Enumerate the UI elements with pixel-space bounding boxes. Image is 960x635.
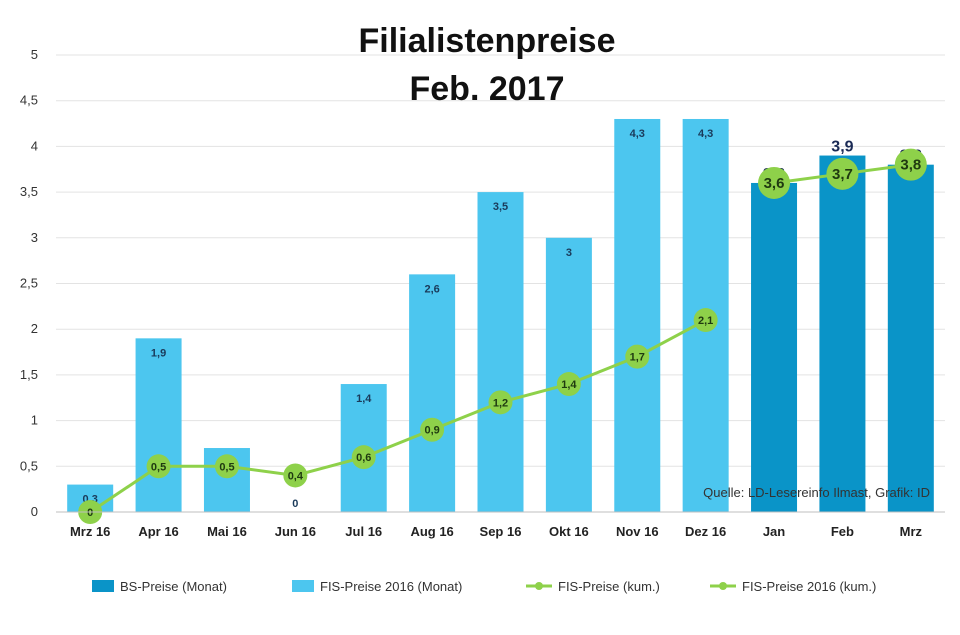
line-data-label: 1,7 xyxy=(630,352,645,364)
bar xyxy=(751,182,798,512)
line-point xyxy=(826,157,859,190)
legend-marker xyxy=(535,582,543,590)
x-axis: Mrz 16 Apr 16 Mai 16 Jun 16 Jul 16 Aug 16 Sep … xyxy=(56,511,945,539)
x-tick-label: Jun 16 xyxy=(275,524,316,539)
y-tick-label: 0,5 xyxy=(20,458,38,473)
line-data-label: 0,5 xyxy=(219,461,234,473)
bar-data-label: 1,4 xyxy=(356,393,372,405)
y-axis: 0 0,5 1 1,5 2 2,5 3 3,5 4 4,5 5 xyxy=(20,47,38,519)
line-data-label: 0,6 xyxy=(356,452,371,464)
bar-data-label: 4,3 xyxy=(630,128,645,140)
line-data-label: 3,7 xyxy=(832,166,853,183)
line-point xyxy=(693,308,718,333)
line-point xyxy=(351,445,376,470)
x-tick-label: Mrz 16 xyxy=(70,524,110,539)
chart-title-line1: Filialistenpreise xyxy=(359,22,616,60)
source-note: Quelle: LD-Lesereinfo Ilmast, Grafik: ID xyxy=(703,485,930,500)
legend-label: FIS-Preise 2016 (Monat) xyxy=(320,579,462,594)
bar-data-label: 4,3 xyxy=(698,128,713,140)
x-tick-label: Feb xyxy=(831,524,854,539)
y-tick-label: 5 xyxy=(31,47,38,62)
line-point xyxy=(420,417,445,442)
bar xyxy=(477,192,524,512)
legend-swatch xyxy=(92,580,114,592)
line-point xyxy=(758,166,791,199)
legend-label: BS-Preise (Monat) xyxy=(120,579,227,594)
line-data-label: 3,8 xyxy=(900,157,921,174)
bar xyxy=(409,274,456,512)
bars xyxy=(67,118,934,513)
legend-swatch xyxy=(292,580,314,592)
y-tick-label: 2 xyxy=(31,321,38,336)
bar-data-label: 2,6 xyxy=(424,283,439,295)
x-tick-label: Mai 16 xyxy=(207,524,247,539)
bar xyxy=(819,155,866,513)
legend: BS-Preise (Monat) FIS-Preise 2016 (Monat)… xyxy=(92,579,876,594)
bar xyxy=(135,338,182,512)
legend-label: FIS-Preise 2016 (kum.) xyxy=(742,579,876,594)
line-data-label: 2,1 xyxy=(698,315,713,327)
y-tick-label: 1,5 xyxy=(20,367,38,382)
y-tick-label: 4 xyxy=(31,138,38,153)
x-tick-label: Nov 16 xyxy=(616,524,659,539)
line-point xyxy=(146,454,171,479)
line-point xyxy=(214,454,239,479)
x-tick-label: Jul 16 xyxy=(345,524,382,539)
line-point xyxy=(556,372,581,397)
bar-data-label: 3,9 xyxy=(831,139,853,156)
y-tick-label: 0 xyxy=(31,504,38,519)
line-data-label: 0,9 xyxy=(424,425,439,437)
bar xyxy=(887,164,934,512)
bar xyxy=(614,118,661,512)
x-tick-label: Okt 16 xyxy=(549,524,589,539)
y-tick-label: 3,5 xyxy=(20,184,38,199)
line-data-label: 0,4 xyxy=(288,470,304,482)
line-point xyxy=(488,390,513,415)
x-tick-label: Sep 16 xyxy=(480,524,522,539)
lines: 3,6 3,7 3,8 0 0,5 0,5 0,4 0,6 0,9 1,2 1,4 1,7 2,1 xyxy=(78,148,927,524)
legend-marker xyxy=(719,582,727,590)
line-data-label: 3,6 xyxy=(764,175,785,192)
line-point xyxy=(283,463,308,488)
legend-label: FIS-Preise (kum.) xyxy=(558,579,660,594)
chart-title-line2: Feb. 2017 xyxy=(410,70,565,108)
y-tick-label: 2,5 xyxy=(20,276,38,291)
series-line xyxy=(89,318,707,514)
x-tick-label: Aug 16 xyxy=(410,524,453,539)
line-data-label: 0,5 xyxy=(151,461,166,473)
line-data-label: 1,2 xyxy=(493,397,508,409)
x-tick-label: Jan xyxy=(763,524,785,539)
y-tick-label: 4,5 xyxy=(20,93,38,108)
bar-data-label: 3,5 xyxy=(493,201,508,213)
x-tick-label: Mrz xyxy=(900,524,923,539)
x-tick-label: Apr 16 xyxy=(138,524,178,539)
y-tick-label: 1 xyxy=(31,413,38,428)
bar-data-label: 1,9 xyxy=(151,347,166,359)
line-data-label: 0 xyxy=(87,507,93,519)
bar-data-label: 3 xyxy=(566,247,572,259)
line-point xyxy=(894,148,927,181)
y-tick-label: 3 xyxy=(31,230,38,245)
line-point xyxy=(625,344,650,369)
x-tick-label: Dez 16 xyxy=(685,524,726,539)
bar-data-label: 0 xyxy=(292,498,298,510)
line-data-label: 1,4 xyxy=(561,379,577,391)
